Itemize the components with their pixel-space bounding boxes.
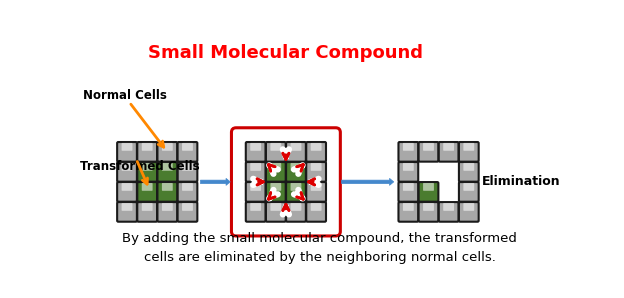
FancyBboxPatch shape [419,182,439,202]
FancyBboxPatch shape [311,143,321,151]
FancyBboxPatch shape [459,202,479,222]
FancyBboxPatch shape [311,183,321,191]
FancyBboxPatch shape [286,142,306,162]
FancyBboxPatch shape [157,182,177,202]
FancyBboxPatch shape [399,202,418,222]
FancyBboxPatch shape [142,203,153,211]
FancyBboxPatch shape [399,182,418,202]
FancyBboxPatch shape [286,202,306,222]
FancyBboxPatch shape [306,202,326,222]
FancyBboxPatch shape [250,163,261,171]
FancyBboxPatch shape [178,182,197,202]
FancyBboxPatch shape [403,183,414,191]
FancyBboxPatch shape [246,142,266,162]
FancyBboxPatch shape [122,203,132,211]
FancyBboxPatch shape [291,203,301,211]
FancyBboxPatch shape [142,143,153,151]
FancyBboxPatch shape [137,202,157,222]
FancyBboxPatch shape [311,203,321,211]
FancyBboxPatch shape [162,183,173,191]
FancyBboxPatch shape [178,202,197,222]
FancyBboxPatch shape [459,182,479,202]
FancyBboxPatch shape [306,182,326,202]
Text: Elimination: Elimination [482,175,561,188]
FancyBboxPatch shape [399,162,418,182]
FancyBboxPatch shape [142,183,153,191]
FancyBboxPatch shape [399,142,418,162]
FancyBboxPatch shape [246,162,266,182]
FancyBboxPatch shape [403,203,414,211]
FancyBboxPatch shape [443,203,454,211]
FancyBboxPatch shape [423,143,434,151]
FancyBboxPatch shape [182,203,193,211]
FancyBboxPatch shape [306,142,326,162]
FancyBboxPatch shape [178,142,197,162]
FancyBboxPatch shape [117,142,137,162]
FancyBboxPatch shape [117,202,137,222]
FancyBboxPatch shape [439,202,459,222]
FancyBboxPatch shape [117,182,137,202]
FancyBboxPatch shape [464,163,474,171]
FancyBboxPatch shape [403,143,414,151]
FancyBboxPatch shape [270,163,281,171]
FancyBboxPatch shape [182,143,193,151]
FancyBboxPatch shape [178,162,197,182]
FancyBboxPatch shape [286,162,306,182]
FancyBboxPatch shape [250,143,261,151]
FancyBboxPatch shape [157,162,177,182]
FancyBboxPatch shape [122,163,132,171]
FancyBboxPatch shape [137,162,157,182]
FancyBboxPatch shape [464,183,474,191]
FancyBboxPatch shape [266,202,286,222]
FancyBboxPatch shape [122,143,132,151]
FancyBboxPatch shape [246,182,266,202]
FancyBboxPatch shape [250,203,261,211]
Text: By adding the small molecular compound, the transformed
cells are eliminated by : By adding the small molecular compound, … [122,232,517,263]
Text: Transformed Cells: Transformed Cells [80,160,200,173]
FancyBboxPatch shape [403,163,414,171]
FancyBboxPatch shape [291,183,301,191]
FancyBboxPatch shape [270,183,281,191]
FancyBboxPatch shape [286,182,306,202]
FancyBboxPatch shape [464,143,474,151]
FancyBboxPatch shape [291,163,301,171]
FancyBboxPatch shape [250,183,261,191]
FancyBboxPatch shape [122,183,132,191]
FancyBboxPatch shape [419,142,439,162]
FancyBboxPatch shape [182,163,193,171]
FancyBboxPatch shape [162,203,173,211]
FancyBboxPatch shape [266,162,286,182]
FancyBboxPatch shape [162,163,173,171]
FancyBboxPatch shape [162,143,173,151]
FancyBboxPatch shape [266,142,286,162]
FancyBboxPatch shape [182,183,193,191]
FancyBboxPatch shape [464,203,474,211]
FancyBboxPatch shape [439,142,459,162]
FancyBboxPatch shape [137,182,157,202]
FancyBboxPatch shape [443,143,454,151]
FancyBboxPatch shape [157,142,177,162]
FancyBboxPatch shape [157,202,177,222]
FancyBboxPatch shape [306,162,326,182]
FancyBboxPatch shape [246,202,266,222]
FancyBboxPatch shape [423,203,434,211]
FancyBboxPatch shape [459,142,479,162]
Text: Normal Cells: Normal Cells [82,89,167,102]
FancyBboxPatch shape [419,202,439,222]
FancyBboxPatch shape [142,163,153,171]
FancyBboxPatch shape [117,162,137,182]
FancyBboxPatch shape [423,183,434,191]
FancyBboxPatch shape [311,163,321,171]
FancyBboxPatch shape [266,182,286,202]
FancyBboxPatch shape [137,142,157,162]
Text: Small Molecular Compound: Small Molecular Compound [149,44,424,63]
FancyBboxPatch shape [291,143,301,151]
FancyBboxPatch shape [270,143,281,151]
FancyBboxPatch shape [459,162,479,182]
FancyBboxPatch shape [270,203,281,211]
